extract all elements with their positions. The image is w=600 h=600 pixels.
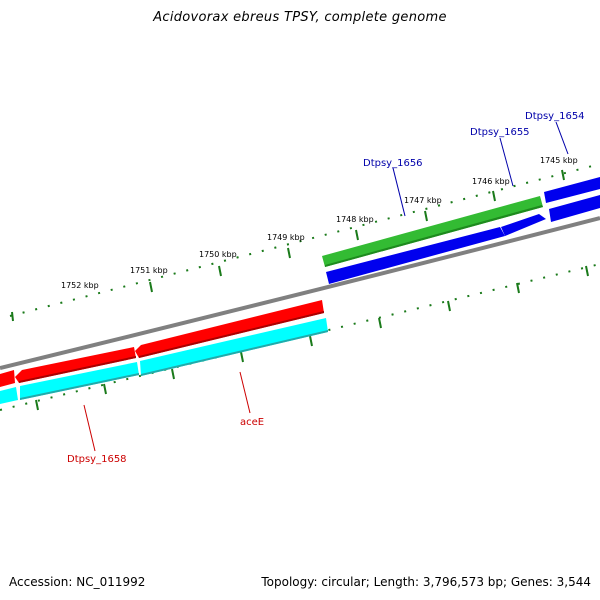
kbp-label-1748: 1748 kbp — [336, 215, 374, 224]
genome-summary-text: Topology: circular; Length: 3,796,573 bp… — [261, 575, 591, 589]
kbp-label-1750: 1750 kbp — [199, 250, 237, 259]
leader-dtpsy-1655 — [499, 137, 514, 187]
leader-dtpsy-1658 — [83, 404, 96, 452]
tick-major — [424, 210, 428, 222]
inner-tick-ring — [0, 263, 600, 411]
tick-major — [103, 383, 107, 395]
gene-label-dtpsy-1658: Dtpsy_1658 — [67, 454, 127, 465]
accession-text: Accession: NC_011992 — [9, 575, 146, 589]
gene-dtpsy-1658-cyan-segment[interactable] — [0, 387, 18, 404]
tick-major — [240, 351, 244, 363]
tick-major — [378, 317, 382, 329]
gene-highlight-shade — [325, 205, 543, 267]
gene-dtpsy-1658-segment[interactable] — [0, 370, 15, 387]
gene-dtpsy-1655[interactable] — [501, 214, 546, 236]
tick-major — [492, 190, 496, 202]
kbp-label-1747: 1747 kbp — [404, 196, 442, 205]
gene-shade — [139, 311, 324, 358]
gene-dtpsy-1658-cyan[interactable] — [20, 362, 139, 400]
gene-dtpsy-1658[interactable] — [15, 347, 136, 383]
gene-label-acee: aceE — [240, 417, 264, 428]
kbp-label-1751: 1751 kbp — [130, 266, 168, 275]
gene-label-leaders — [83, 121, 569, 452]
tick-major — [585, 265, 589, 277]
gene-dtpsy-1654-highlight[interactable] — [544, 177, 600, 203]
tick-major — [218, 265, 222, 277]
gene-acee[interactable] — [135, 300, 324, 358]
tick-major — [355, 229, 359, 241]
gene-label-dtpsy-1654: Dtpsy_1654 — [525, 111, 585, 122]
gene-shade — [141, 330, 328, 376]
tick-major — [309, 335, 313, 347]
genome-backbone — [0, 216, 600, 370]
kbp-label-1752: 1752 kbp — [61, 281, 99, 290]
tick-major — [149, 281, 153, 293]
outer-tick-ring — [9, 163, 600, 322]
gene-shade — [19, 356, 136, 383]
tick-major — [171, 368, 175, 380]
kbp-label-1746: 1746 kbp — [472, 177, 510, 186]
tick-major — [516, 282, 520, 294]
gene-shade — [20, 373, 139, 400]
gene-label-dtpsy-1655: Dtpsy_1655 — [470, 127, 530, 138]
gene-label-dtpsy-1656: Dtpsy_1656 — [363, 158, 423, 169]
kbp-label-1749: 1749 kbp — [267, 233, 305, 242]
leader-dtpsy-1656 — [392, 167, 406, 217]
tick-major — [447, 300, 451, 312]
leader-dtpsy-1654 — [555, 121, 569, 155]
leader-acee — [239, 371, 251, 414]
tick-major — [561, 169, 565, 181]
gene-dtpsy-1656[interactable] — [326, 227, 505, 284]
gene-dtpsy-1656-highlight[interactable] — [322, 196, 543, 267]
tick-major — [35, 399, 39, 411]
gene-dtpsy-1654[interactable] — [549, 195, 600, 222]
gene-acee-cyan[interactable] — [140, 318, 328, 376]
map-title: Acidovorax ebreus TPSY, complete genome — [153, 10, 447, 25]
tick-major — [287, 247, 291, 259]
tick-major — [11, 311, 14, 322]
kbp-label-1745: 1745 kbp — [540, 156, 578, 165]
